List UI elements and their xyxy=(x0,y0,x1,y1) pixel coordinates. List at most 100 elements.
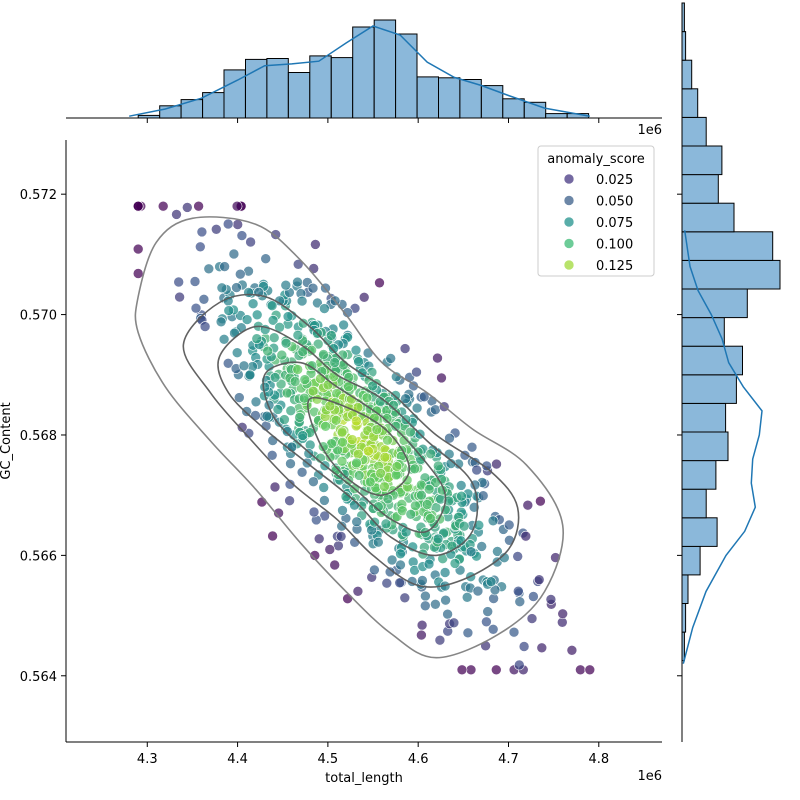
scatter-point xyxy=(234,392,245,403)
scatter-point xyxy=(190,302,202,314)
legend-marker xyxy=(563,238,575,249)
scatter-point xyxy=(318,349,329,360)
x-tick-label: 4.8 xyxy=(588,752,609,767)
scatter-point xyxy=(336,426,348,438)
scatter-point xyxy=(285,405,297,417)
scatter-point xyxy=(350,344,362,356)
scatter-point xyxy=(309,550,321,561)
scatter-point xyxy=(256,496,268,508)
scatter-point xyxy=(297,430,309,441)
scatter-point xyxy=(481,616,492,628)
scatter-point xyxy=(281,387,293,399)
legend-marker xyxy=(563,173,575,185)
scatter-point xyxy=(351,415,362,427)
scatter-point xyxy=(269,372,281,383)
scatter-point xyxy=(513,659,525,671)
kde-contour-level xyxy=(134,216,565,659)
scatter-point xyxy=(444,432,455,444)
scatter-point xyxy=(514,596,526,608)
scatter-point xyxy=(381,413,393,424)
scatter-point xyxy=(430,598,441,610)
scatter-point xyxy=(416,629,427,641)
x-offset-label: 1e6 xyxy=(637,769,662,784)
scatter-point xyxy=(425,448,437,460)
scatter-point xyxy=(461,591,473,603)
scatter-point xyxy=(430,404,441,416)
right-histogram-bar xyxy=(681,517,718,547)
top-histogram-bar xyxy=(416,76,440,119)
scatter-point xyxy=(512,551,524,562)
scatter-point xyxy=(262,345,274,357)
scatter-point xyxy=(416,619,428,631)
scatter-point xyxy=(388,399,399,411)
scatter-point xyxy=(232,219,243,230)
scatter-point xyxy=(174,291,185,303)
top-marginal-ticks xyxy=(146,118,600,123)
scatter-point xyxy=(266,449,278,461)
scatter-point xyxy=(399,592,411,604)
scatter-point xyxy=(336,455,348,467)
scatter-point xyxy=(244,369,256,381)
scatter-point xyxy=(337,505,348,516)
scatter-point xyxy=(458,520,470,532)
scatter-point xyxy=(241,406,252,417)
right-kde-curve xyxy=(682,230,763,664)
scatter-point xyxy=(533,574,545,586)
legend-marker xyxy=(563,195,575,206)
scatter-point xyxy=(157,200,169,212)
scatter-point xyxy=(222,218,234,230)
scatter-point xyxy=(266,300,278,312)
scatter-point xyxy=(319,495,330,506)
scatter-point xyxy=(275,378,287,390)
scatter-point xyxy=(395,559,406,571)
scatter-point xyxy=(449,558,461,569)
scatter-point xyxy=(289,376,301,387)
scatter-point xyxy=(284,495,295,507)
right-histogram-bar xyxy=(681,374,737,404)
scatter-point xyxy=(443,495,455,507)
scatter-point xyxy=(315,373,326,384)
right-histogram-bar xyxy=(681,88,699,118)
legend-label: 0.050 xyxy=(596,195,633,210)
scatter-point xyxy=(352,585,364,597)
legend-label: 0.075 xyxy=(596,216,633,231)
scatter-point xyxy=(487,515,499,527)
scatter-point xyxy=(394,577,406,589)
scatter-point xyxy=(319,303,330,314)
scatter-points-layer xyxy=(132,200,596,676)
scatter-point xyxy=(328,343,339,354)
scatter-point xyxy=(455,480,467,491)
scatter-point xyxy=(231,282,242,293)
scatter-point xyxy=(324,544,336,555)
top-offset-label: 1e6 xyxy=(637,123,662,138)
scatter-point xyxy=(481,460,493,472)
scatter-point xyxy=(456,490,467,502)
kde-contour-level xyxy=(182,293,520,588)
top-histogram-bars xyxy=(137,19,590,119)
right-histogram-bar xyxy=(681,145,723,176)
scatter-point xyxy=(371,424,383,435)
scatter-point xyxy=(566,644,578,656)
scatter-point xyxy=(307,282,319,294)
top-histogram-bar xyxy=(309,55,332,119)
scatter-point xyxy=(361,392,373,404)
scatter-point xyxy=(423,483,435,495)
right-histogram-bar xyxy=(681,116,707,147)
scatter-point xyxy=(420,590,431,602)
scatter-point xyxy=(349,536,361,548)
scatter-point xyxy=(508,626,520,638)
right-histogram-bar xyxy=(681,460,717,490)
scatter-point xyxy=(219,261,230,272)
scatter-point xyxy=(338,319,349,331)
top-histogram-bar xyxy=(373,19,397,119)
scatter-point xyxy=(465,546,477,558)
right-histogram-bar xyxy=(681,488,707,519)
scatter-point xyxy=(292,364,304,375)
scatter-point xyxy=(487,623,499,635)
right-histogram-bar xyxy=(681,402,727,433)
scatter-point xyxy=(432,352,443,364)
legend-marker xyxy=(563,216,575,228)
scatter-point xyxy=(296,295,308,307)
right-histogram-bar xyxy=(681,31,687,61)
scatter-point xyxy=(282,311,294,322)
